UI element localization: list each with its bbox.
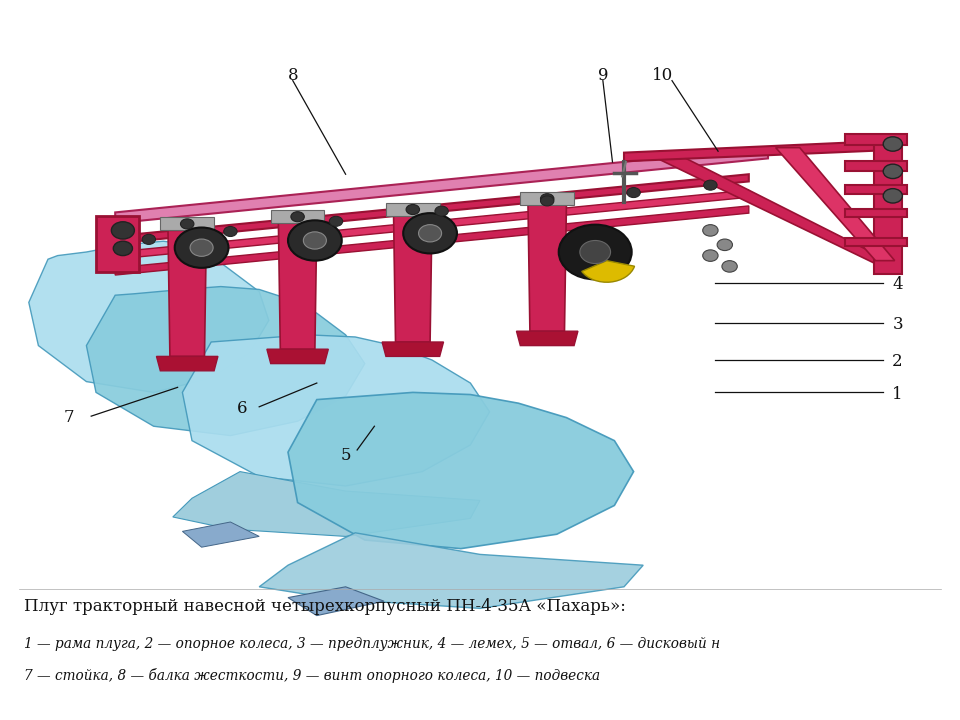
Circle shape — [580, 240, 611, 264]
Polygon shape — [516, 331, 578, 346]
Polygon shape — [160, 217, 214, 230]
Text: 7: 7 — [63, 409, 75, 426]
Polygon shape — [182, 522, 259, 547]
Circle shape — [722, 261, 737, 272]
Circle shape — [627, 187, 640, 197]
Circle shape — [113, 241, 132, 256]
Polygon shape — [288, 587, 384, 616]
Circle shape — [288, 220, 342, 261]
Circle shape — [403, 213, 457, 253]
Circle shape — [717, 239, 732, 251]
Polygon shape — [845, 134, 907, 145]
Polygon shape — [776, 148, 895, 261]
Text: 2: 2 — [892, 353, 903, 370]
Circle shape — [303, 232, 326, 249]
Circle shape — [142, 234, 156, 244]
Text: 7 — стойка, 8 — балка жесткости, 9 — винт опорного колеса, 10 — подвеска: 7 — стойка, 8 — балка жесткости, 9 — вин… — [24, 668, 600, 683]
Polygon shape — [845, 209, 907, 217]
Polygon shape — [168, 230, 206, 356]
Polygon shape — [278, 223, 317, 349]
Polygon shape — [845, 161, 907, 171]
Circle shape — [703, 225, 718, 236]
Polygon shape — [115, 174, 749, 243]
Polygon shape — [271, 210, 324, 223]
Circle shape — [883, 164, 902, 179]
Text: Плуг тракторный навесной четырехкорпусный ПН-4-35А «Пахарь»:: Плуг тракторный навесной четырехкорпусны… — [24, 598, 626, 615]
Polygon shape — [845, 238, 907, 246]
Text: 9: 9 — [598, 67, 608, 84]
Text: 5: 5 — [341, 446, 350, 464]
Circle shape — [406, 204, 420, 215]
Circle shape — [883, 137, 902, 151]
Polygon shape — [874, 144, 902, 274]
Circle shape — [704, 180, 717, 190]
Text: 4: 4 — [892, 276, 903, 293]
Polygon shape — [624, 140, 898, 161]
Circle shape — [291, 212, 304, 222]
Polygon shape — [653, 156, 893, 263]
Polygon shape — [29, 241, 269, 392]
Circle shape — [180, 219, 194, 229]
Text: 10: 10 — [652, 67, 673, 84]
Circle shape — [540, 196, 554, 206]
Circle shape — [419, 225, 442, 242]
Circle shape — [883, 189, 902, 203]
Polygon shape — [520, 192, 574, 205]
Polygon shape — [267, 349, 328, 364]
Polygon shape — [528, 205, 566, 331]
Polygon shape — [86, 287, 365, 436]
Polygon shape — [386, 203, 440, 216]
Polygon shape — [182, 335, 490, 486]
Polygon shape — [156, 356, 218, 371]
Polygon shape — [115, 148, 768, 223]
Wedge shape — [582, 261, 635, 282]
Polygon shape — [173, 472, 480, 536]
Circle shape — [175, 228, 228, 268]
Circle shape — [111, 222, 134, 239]
Circle shape — [559, 225, 632, 279]
Circle shape — [435, 206, 448, 216]
Circle shape — [703, 250, 718, 261]
Text: 1 — рама плуга, 2 — опорное колеса, 3 — предплужник, 4 — лемех, 5 — отвал, 6 — д: 1 — рама плуга, 2 — опорное колеса, 3 — … — [24, 637, 720, 651]
Polygon shape — [115, 206, 749, 275]
Circle shape — [224, 227, 237, 237]
Polygon shape — [288, 392, 634, 549]
Circle shape — [190, 239, 213, 256]
Polygon shape — [259, 533, 643, 608]
Text: 3: 3 — [892, 315, 903, 333]
Text: 6: 6 — [237, 400, 247, 418]
Polygon shape — [382, 342, 444, 356]
Polygon shape — [96, 216, 139, 272]
Circle shape — [540, 194, 554, 204]
Circle shape — [329, 216, 343, 226]
Text: 8: 8 — [287, 67, 299, 84]
Polygon shape — [394, 216, 432, 342]
Polygon shape — [115, 190, 749, 259]
Polygon shape — [845, 185, 907, 194]
Text: 1: 1 — [892, 386, 903, 403]
